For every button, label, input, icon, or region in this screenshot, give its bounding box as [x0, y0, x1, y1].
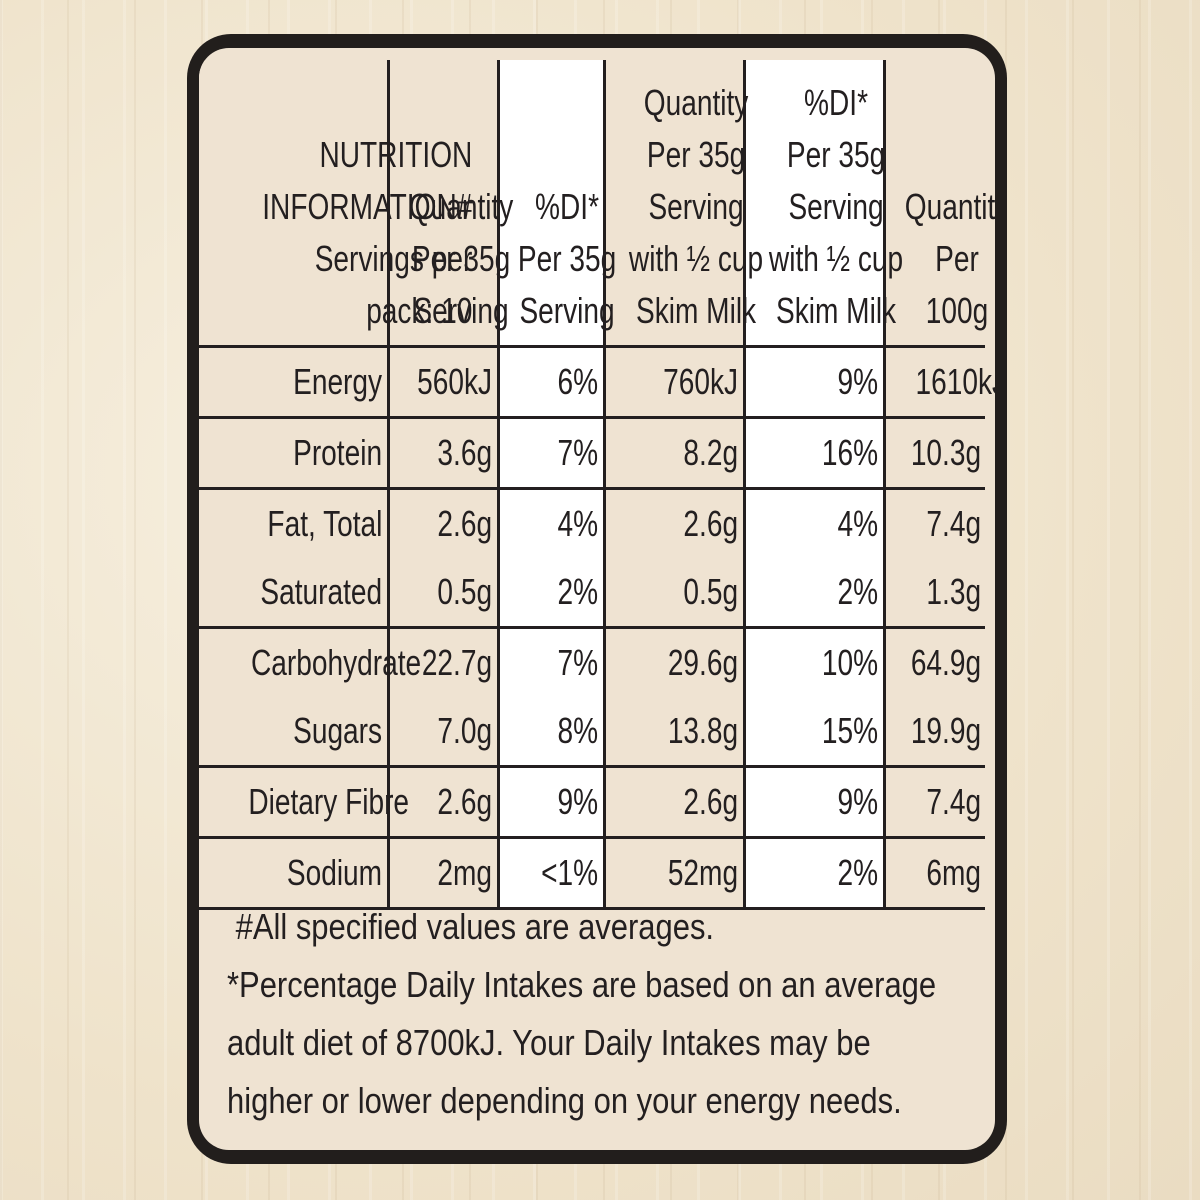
header-di-per-serving: %DI* Per 35g Serving: [496, 60, 616, 348]
cell-quantity-per-100g: 10.3g: [882, 415, 985, 490]
cell-di-per-serving: 6%: [496, 344, 606, 419]
footnote-daily-intake-2: adult diet of 8700kJ. Your Daily Intakes…: [227, 1022, 871, 1063]
cell-di-per-serving: 4% 2%: [496, 486, 606, 629]
nutrition-panel-inner: NUTRITION INFORMATION# Servings per pack…: [199, 48, 995, 1150]
row-carbohydrate-group: Carbohydrate Sugars 22.7g 7.0g 7% 8% 29.…: [199, 625, 985, 768]
cell-quantity-per-serving: 2.6g 0.5g: [386, 486, 500, 629]
row-fat-group: Fat, Total Saturated 2.6g 0.5g 4% 2% 2.6…: [199, 486, 985, 629]
header-quantity-with-milk: Quantity Per 35g Serving with ½ cup Skim…: [602, 60, 763, 348]
row-dietary-fibre: Dietary Fibre 2.6g 9% 2.6g 9% 7.4g: [199, 764, 985, 839]
nutrition-panel: NUTRITION INFORMATION# Servings per pack…: [187, 34, 1007, 1164]
cell-di-per-serving: <1%: [496, 835, 606, 910]
cell-quantity-per-serving: 3.6g: [386, 415, 500, 490]
header-quantity-per-serving: Quantity Per 35g Serving: [386, 60, 513, 348]
cell-quantity-with-milk: 29.6g 13.8g: [602, 625, 746, 768]
cell-quantity-per-serving: 2.6g: [386, 764, 500, 839]
nutrient-label: Dietary Fibre: [199, 764, 409, 839]
cell-quantity-per-100g: 7.4g 1.3g: [882, 486, 985, 629]
cell-di-with-milk: 9%: [742, 344, 886, 419]
nutrition-table: NUTRITION INFORMATION# Servings per pack…: [199, 60, 995, 910]
header-di-with-milk: %DI* Per 35g Serving with ½ cup Skim Mil…: [742, 60, 903, 348]
footnote-daily-intake-1: *Percentage Daily Intakes are based on a…: [227, 964, 937, 1005]
cell-quantity-with-milk: 8.2g: [602, 415, 746, 490]
header-row: NUTRITION INFORMATION# Servings per pack…: [199, 60, 995, 348]
row-energy: Energy 560kJ 6% 760kJ 9% 1610kJ: [199, 344, 995, 419]
row-sodium: Sodium 2mg <1% 52mg 2% 6mg: [199, 835, 985, 910]
cell-quantity-with-milk: 52mg: [602, 835, 746, 910]
nutrient-label: Fat, Total Saturated: [199, 486, 390, 629]
cell-quantity-per-serving: 22.7g 7.0g: [386, 625, 500, 768]
cell-di-with-milk: 4% 2%: [742, 486, 886, 629]
footnotes: #All specified values are averages. *Per…: [227, 898, 975, 1130]
cell-quantity-per-100g: 64.9g 19.9g: [882, 625, 985, 768]
cell-quantity-with-milk: 2.6g: [602, 764, 746, 839]
cell-di-with-milk: 9%: [742, 764, 886, 839]
cell-di-per-serving: 9%: [496, 764, 606, 839]
header-quantity-per-100g: Quantity Per 100g: [882, 60, 995, 348]
cell-quantity-with-milk: 760kJ: [602, 344, 746, 419]
nutrient-label: Energy: [199, 344, 390, 419]
cell-di-per-serving: 7%: [496, 415, 606, 490]
footnote-averages: #All specified values are averages.: [235, 906, 715, 947]
cell-di-per-serving: 7% 8%: [496, 625, 606, 768]
cell-quantity-per-serving: 560kJ: [386, 344, 500, 419]
header-nutrition-information: NUTRITION INFORMATION# Servings per pack…: [199, 60, 472, 348]
nutrient-label: Protein: [199, 415, 390, 490]
cell-quantity-per-100g: 6mg: [882, 835, 985, 910]
cell-di-with-milk: 10% 15%: [742, 625, 886, 768]
nutrient-label: Sodium: [199, 835, 390, 910]
cell-quantity-per-100g: 7.4g: [882, 764, 985, 839]
footnote-daily-intake-3: higher or lower depending on your energy…: [227, 1080, 902, 1121]
cell-quantity-with-milk: 2.6g 0.5g: [602, 486, 746, 629]
nutrient-label: Carbohydrate Sugars: [199, 625, 421, 768]
row-protein: Protein 3.6g 7% 8.2g 16% 10.3g: [199, 415, 985, 490]
cell-quantity-per-serving: 2mg: [386, 835, 500, 910]
cell-di-with-milk: 2%: [742, 835, 886, 910]
cell-di-with-milk: 16%: [742, 415, 886, 490]
cell-quantity-per-100g: 1610kJ: [882, 344, 995, 419]
